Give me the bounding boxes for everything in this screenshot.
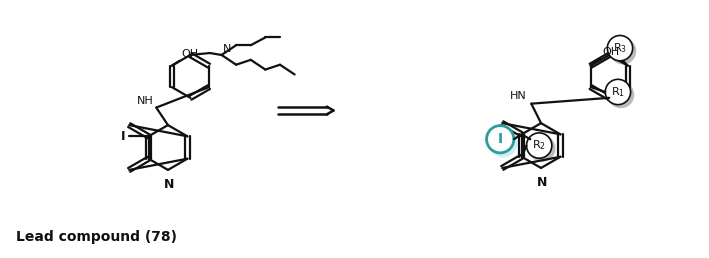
Circle shape: [605, 79, 630, 105]
Circle shape: [608, 36, 632, 61]
Circle shape: [486, 126, 514, 153]
Text: R$_1$: R$_1$: [611, 85, 625, 99]
Circle shape: [527, 133, 552, 158]
Text: I: I: [121, 130, 125, 143]
Text: Lead compound (78): Lead compound (78): [16, 230, 177, 244]
Text: N: N: [223, 44, 231, 54]
Circle shape: [608, 82, 634, 108]
Text: N: N: [164, 178, 174, 191]
Text: HN: HN: [510, 91, 526, 101]
Circle shape: [530, 136, 554, 161]
Text: R$_2$: R$_2$: [532, 139, 546, 152]
Circle shape: [610, 38, 635, 64]
Circle shape: [489, 130, 517, 157]
Text: R$_3$: R$_3$: [613, 41, 627, 55]
Text: N: N: [537, 176, 547, 189]
Text: OH: OH: [182, 49, 199, 59]
Text: I: I: [498, 132, 503, 146]
Text: OH: OH: [603, 47, 620, 57]
Text: NH: NH: [137, 96, 153, 106]
